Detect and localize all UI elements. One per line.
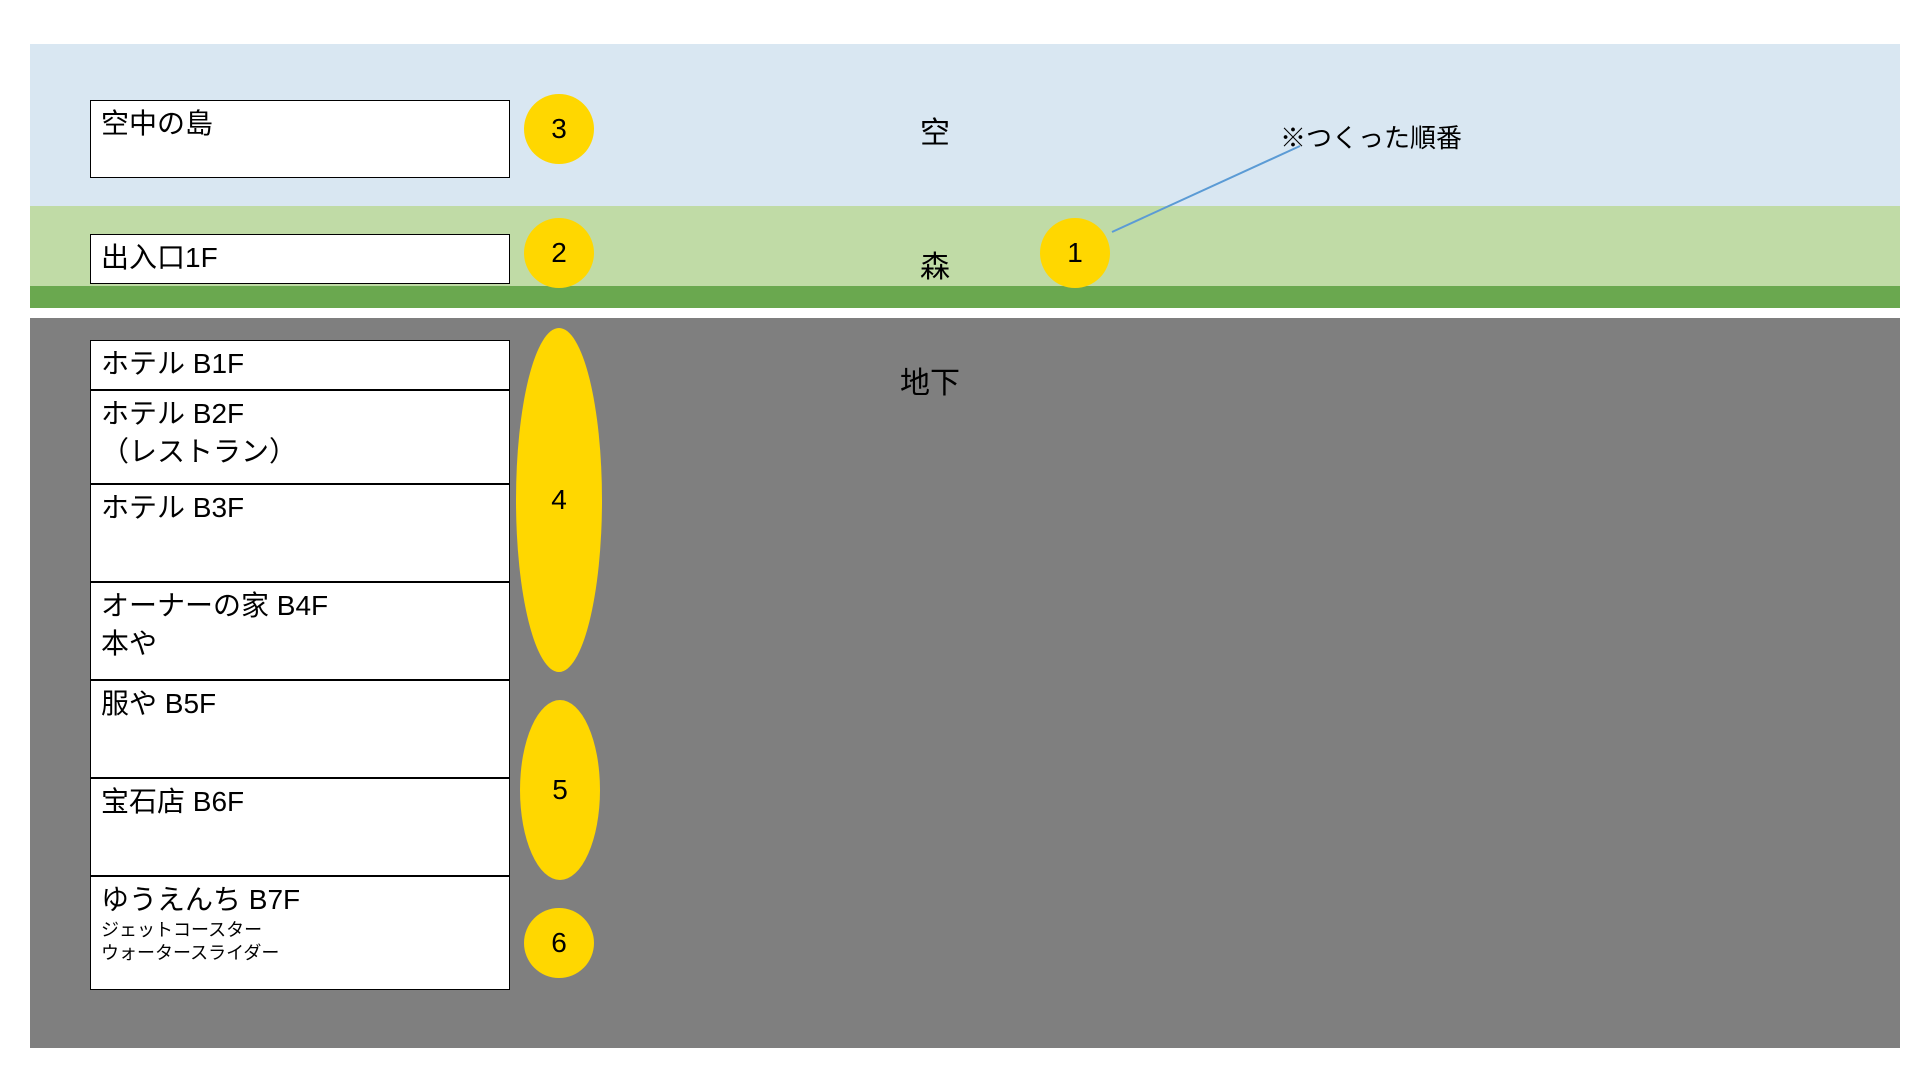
floor-box-entrance-1f: 出入口1F xyxy=(90,234,510,284)
order-marker-1: 1 xyxy=(1040,218,1110,288)
floor-note: ウォータースライダー xyxy=(101,942,499,965)
floor-box-owner-b4f: オーナーの家 B4F本や xyxy=(90,582,510,680)
order-marker-6: 6 xyxy=(524,908,594,978)
floor-sublabel: （レストラン） xyxy=(101,433,499,471)
region-label-sky: 空 xyxy=(920,108,950,152)
floor-box-hotel-b2f: ホテル B2F（レストラン） xyxy=(90,390,510,484)
floor-label: ゆうえんち B7F xyxy=(101,881,499,919)
order-marker-2: 2 xyxy=(524,218,594,288)
floor-label: ホテル B2F xyxy=(101,395,499,433)
floor-box-hotel-b3f: ホテル B3F xyxy=(90,484,510,582)
floor-box-park-b7f: ゆうえんち B7Fジェットコースターウォータースライダー xyxy=(90,876,510,990)
floor-label: 服や B5F xyxy=(101,685,499,723)
floor-label: 空中の島 xyxy=(101,105,499,143)
floor-label: ホテル B1F xyxy=(101,345,499,383)
region-label-underground: 地下 xyxy=(900,358,960,402)
floor-label: オーナーの家 B4F xyxy=(101,587,499,625)
floor-label: ホテル B3F xyxy=(101,489,499,527)
floor-box-clothes-b5f: 服や B5F xyxy=(90,680,510,778)
diagram-stage: 空中の島出入口1F ホテル B1F ホテル B2F（レストラン） ホテル B3F オーナ… xyxy=(0,0,1920,1080)
order-marker-3: 3 xyxy=(524,94,594,164)
floor-box-sky-island: 空中の島 xyxy=(90,100,510,178)
floor-box-jewelry-b6f: 宝石店 B6F xyxy=(90,778,510,876)
order-annotation: ※つくった順番 xyxy=(1280,118,1462,155)
region-label-forest: 森 xyxy=(920,242,950,286)
floor-sublabel: 本や xyxy=(101,625,499,663)
floor-box-hotel-b1f: ホテル B1F xyxy=(90,340,510,390)
floor-note: ジェットコースター xyxy=(101,919,499,942)
order-marker-4: 4 xyxy=(516,328,602,672)
order-marker-5: 5 xyxy=(520,700,600,880)
floor-label: 宝石店 B6F xyxy=(101,783,499,821)
floor-label: 出入口1F xyxy=(101,239,499,277)
